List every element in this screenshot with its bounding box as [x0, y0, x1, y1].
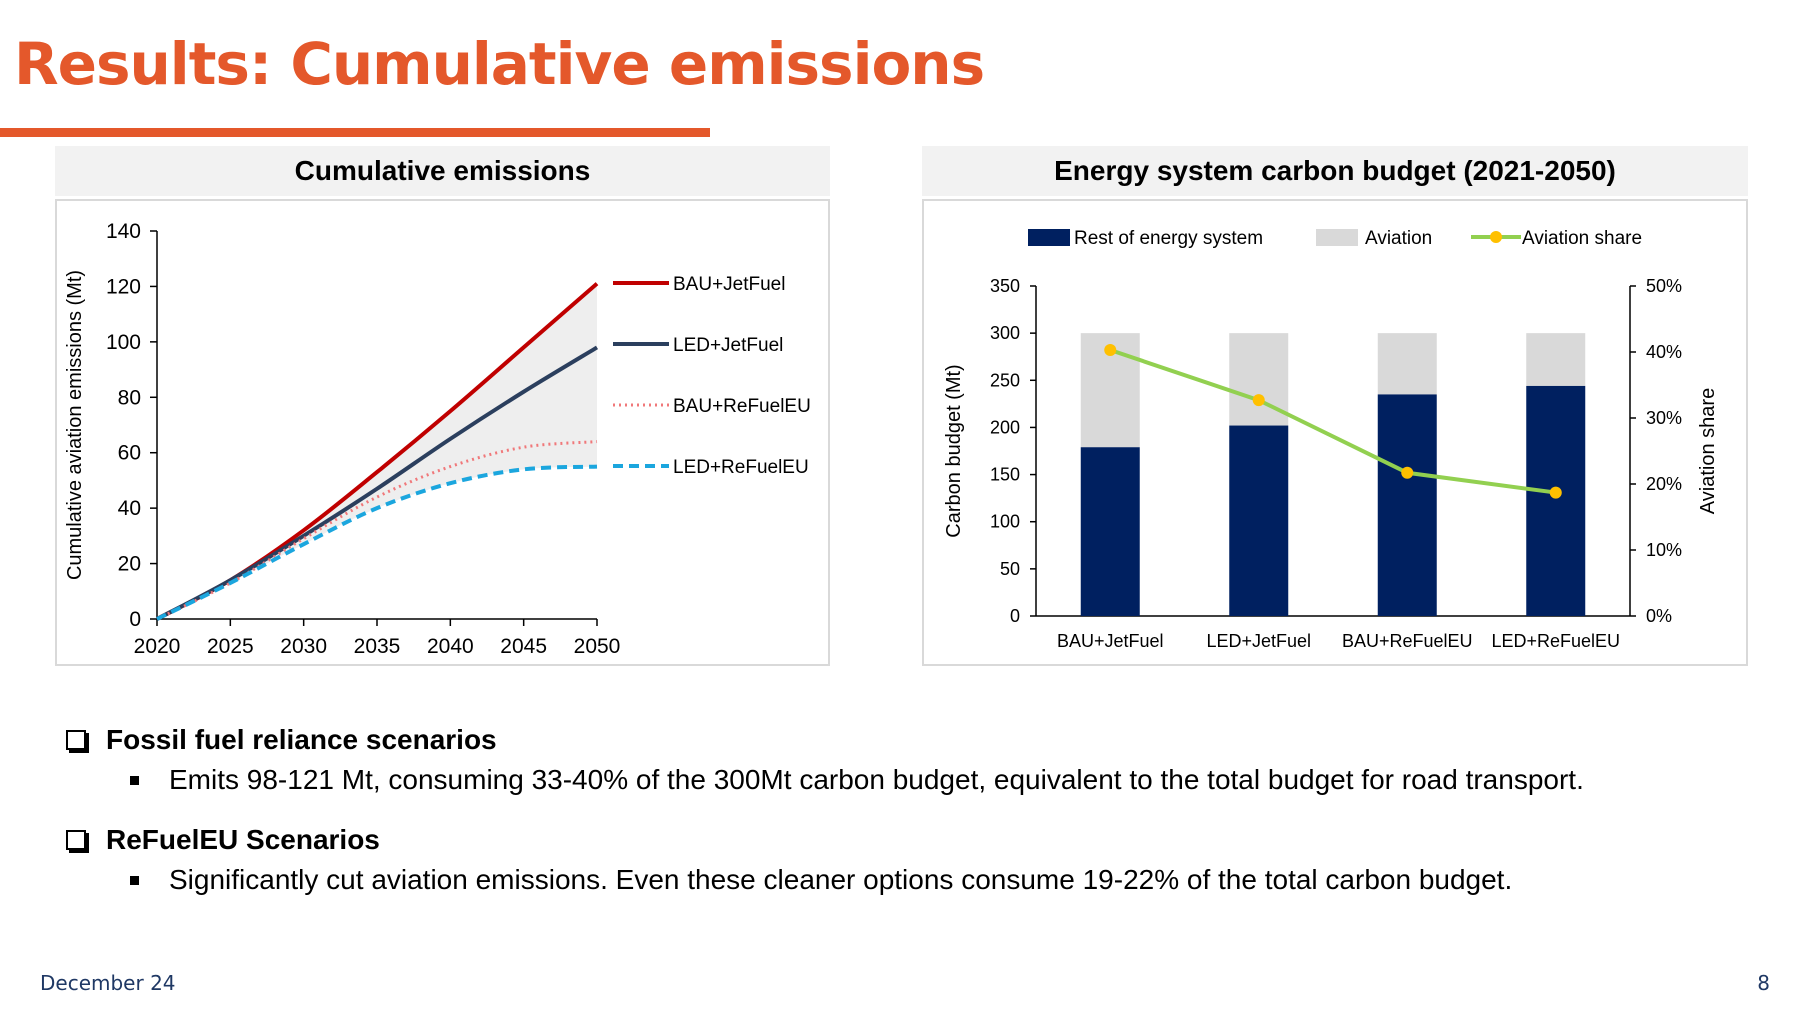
y-tick-label: 50: [1000, 559, 1020, 579]
y-axis-label: Carbon budget (Mt): [943, 364, 965, 537]
y-tick-label: 200: [990, 417, 1020, 437]
x-tick-label: 2020: [134, 635, 181, 658]
bar-chart-title: Energy system carbon budget (2021-2050): [922, 146, 1748, 196]
y2-tick-label: 40%: [1646, 342, 1682, 362]
bullet-group-fossil: Fossil fuel reliance scenarios Emits 98-…: [62, 720, 1782, 800]
square-bullet-icon: [130, 775, 139, 785]
y-tick-label: 0: [1010, 606, 1020, 626]
legend-label: Rest of energy system: [1074, 228, 1263, 249]
y-tick-label: 350: [990, 276, 1020, 296]
y-tick-label: 150: [990, 465, 1020, 485]
x-tick-label: 2040: [427, 635, 474, 658]
legend-label: Aviation: [1365, 228, 1432, 249]
shaded-band: [157, 283, 597, 619]
checkbox-icon: [66, 730, 86, 750]
bullet-item-text: Significantly cut aviation emissions. Ev…: [169, 864, 1513, 895]
aviation-share-marker: [1549, 486, 1562, 499]
y2-axis-label: Aviation share: [1697, 388, 1719, 514]
line-chart-frame: 0 20 40 60 80 100 120 140 2020 2025 2030 2035 2040 20…: [55, 199, 830, 666]
x-tick-label: 2025: [207, 635, 254, 658]
legend-swatch-aviation: [1316, 229, 1358, 246]
line-chart-title: Cumulative emissions: [55, 146, 830, 196]
bar-chart-frame: 0 50 100 150 200 250 300 350 0% 10% 20% 30% 40% 50% Ca…: [922, 199, 1748, 666]
series-line-led-refueleu: [156, 464, 598, 621]
title-underline: [0, 128, 710, 137]
bar-chart: 0 50 100 150 200 250 300 350 0% 10% 20% 30% 40% 50% Ca…: [943, 228, 1719, 651]
y-tick-label: 100: [990, 512, 1020, 532]
y-tick-label: 250: [990, 370, 1020, 390]
bullet-item: Emits 98-121 Mt, consuming 33-40% of the…: [130, 760, 1782, 800]
y-tick-label: 20: [118, 553, 141, 576]
legend-swatch-rest: [1028, 229, 1070, 246]
y2-tick-label: 0%: [1646, 606, 1672, 626]
footer-date: December 24: [40, 971, 176, 995]
checkbox-icon: [66, 830, 86, 850]
legend-label: Aviation share: [1522, 228, 1642, 249]
bullet-heading-text: Fossil fuel reliance scenarios: [106, 724, 497, 755]
bullet-list: Fossil fuel reliance scenarios Emits 98-…: [62, 720, 1782, 920]
x-tick-label: 2035: [354, 635, 401, 658]
series-line-led-jetfuel: [156, 345, 599, 621]
square-bullet-icon: [130, 875, 139, 885]
y-tick-label: 100: [106, 331, 141, 354]
legend-label: LED+JetFuel: [673, 335, 783, 356]
aviation-share-marker: [1401, 466, 1414, 479]
y2-tick-label: 20%: [1646, 474, 1682, 494]
bar-aviation: [1377, 333, 1437, 395]
y2-tick-label: 50%: [1646, 276, 1682, 296]
y-axis-label: Cumulative aviation emissions (Mt): [64, 270, 86, 580]
bar-aviation: [1526, 333, 1586, 386]
bullet-heading-text: ReFuelEU Scenarios: [106, 824, 380, 855]
legend-marker-share: [1490, 231, 1502, 243]
bar-rest-of-energy-system: [1526, 385, 1586, 616]
aviation-share-line: [1109, 348, 1557, 495]
y-tick-label: 300: [990, 323, 1020, 343]
category-label: BAU+ReFuelEU: [1342, 631, 1473, 651]
bullet-item-text: Emits 98-121 Mt, consuming 33-40% of the…: [169, 764, 1584, 795]
y-tick-label: 60: [118, 442, 141, 465]
bar-rest-of-energy-system: [1229, 425, 1289, 616]
category-label: LED+ReFuelEU: [1491, 631, 1620, 651]
y2-tick-label: 10%: [1646, 540, 1682, 560]
x-tick-label: 2050: [574, 635, 621, 658]
series-line-bau-refueleu: [156, 440, 598, 621]
y-tick-label: 0: [129, 608, 141, 631]
bullet-heading: ReFuelEU Scenarios: [62, 820, 1782, 860]
bar-rest-of-energy-system: [1377, 394, 1437, 616]
category-label: LED+JetFuel: [1206, 631, 1311, 651]
legend-label: BAU+JetFuel: [673, 274, 785, 295]
y-tick-label: 140: [106, 220, 141, 243]
legend-label: BAU+ReFuelEU: [673, 396, 811, 417]
page-number: 8: [1757, 971, 1770, 995]
y-tick-label: 40: [118, 497, 141, 520]
bullet-group-refueleu: ReFuelEU Scenarios Significantly cut avi…: [62, 820, 1782, 900]
y2-tick-label: 30%: [1646, 408, 1682, 428]
y-tick-label: 80: [118, 386, 141, 409]
aviation-share-marker: [1252, 394, 1265, 407]
slide-title: Results: Cumulative emissions: [14, 30, 985, 98]
bar-rest-of-energy-system: [1080, 447, 1140, 616]
aviation-share-marker: [1104, 344, 1117, 357]
x-tick-label: 2045: [500, 635, 547, 658]
bullet-heading: Fossil fuel reliance scenarios: [62, 720, 1782, 760]
category-label: BAU+JetFuel: [1057, 631, 1164, 651]
x-tick-label: 2030: [280, 635, 327, 658]
legend-label: LED+ReFuelEU: [673, 457, 809, 478]
y-tick-label: 120: [106, 275, 141, 298]
bullet-item: Significantly cut aviation emissions. Ev…: [130, 860, 1782, 900]
